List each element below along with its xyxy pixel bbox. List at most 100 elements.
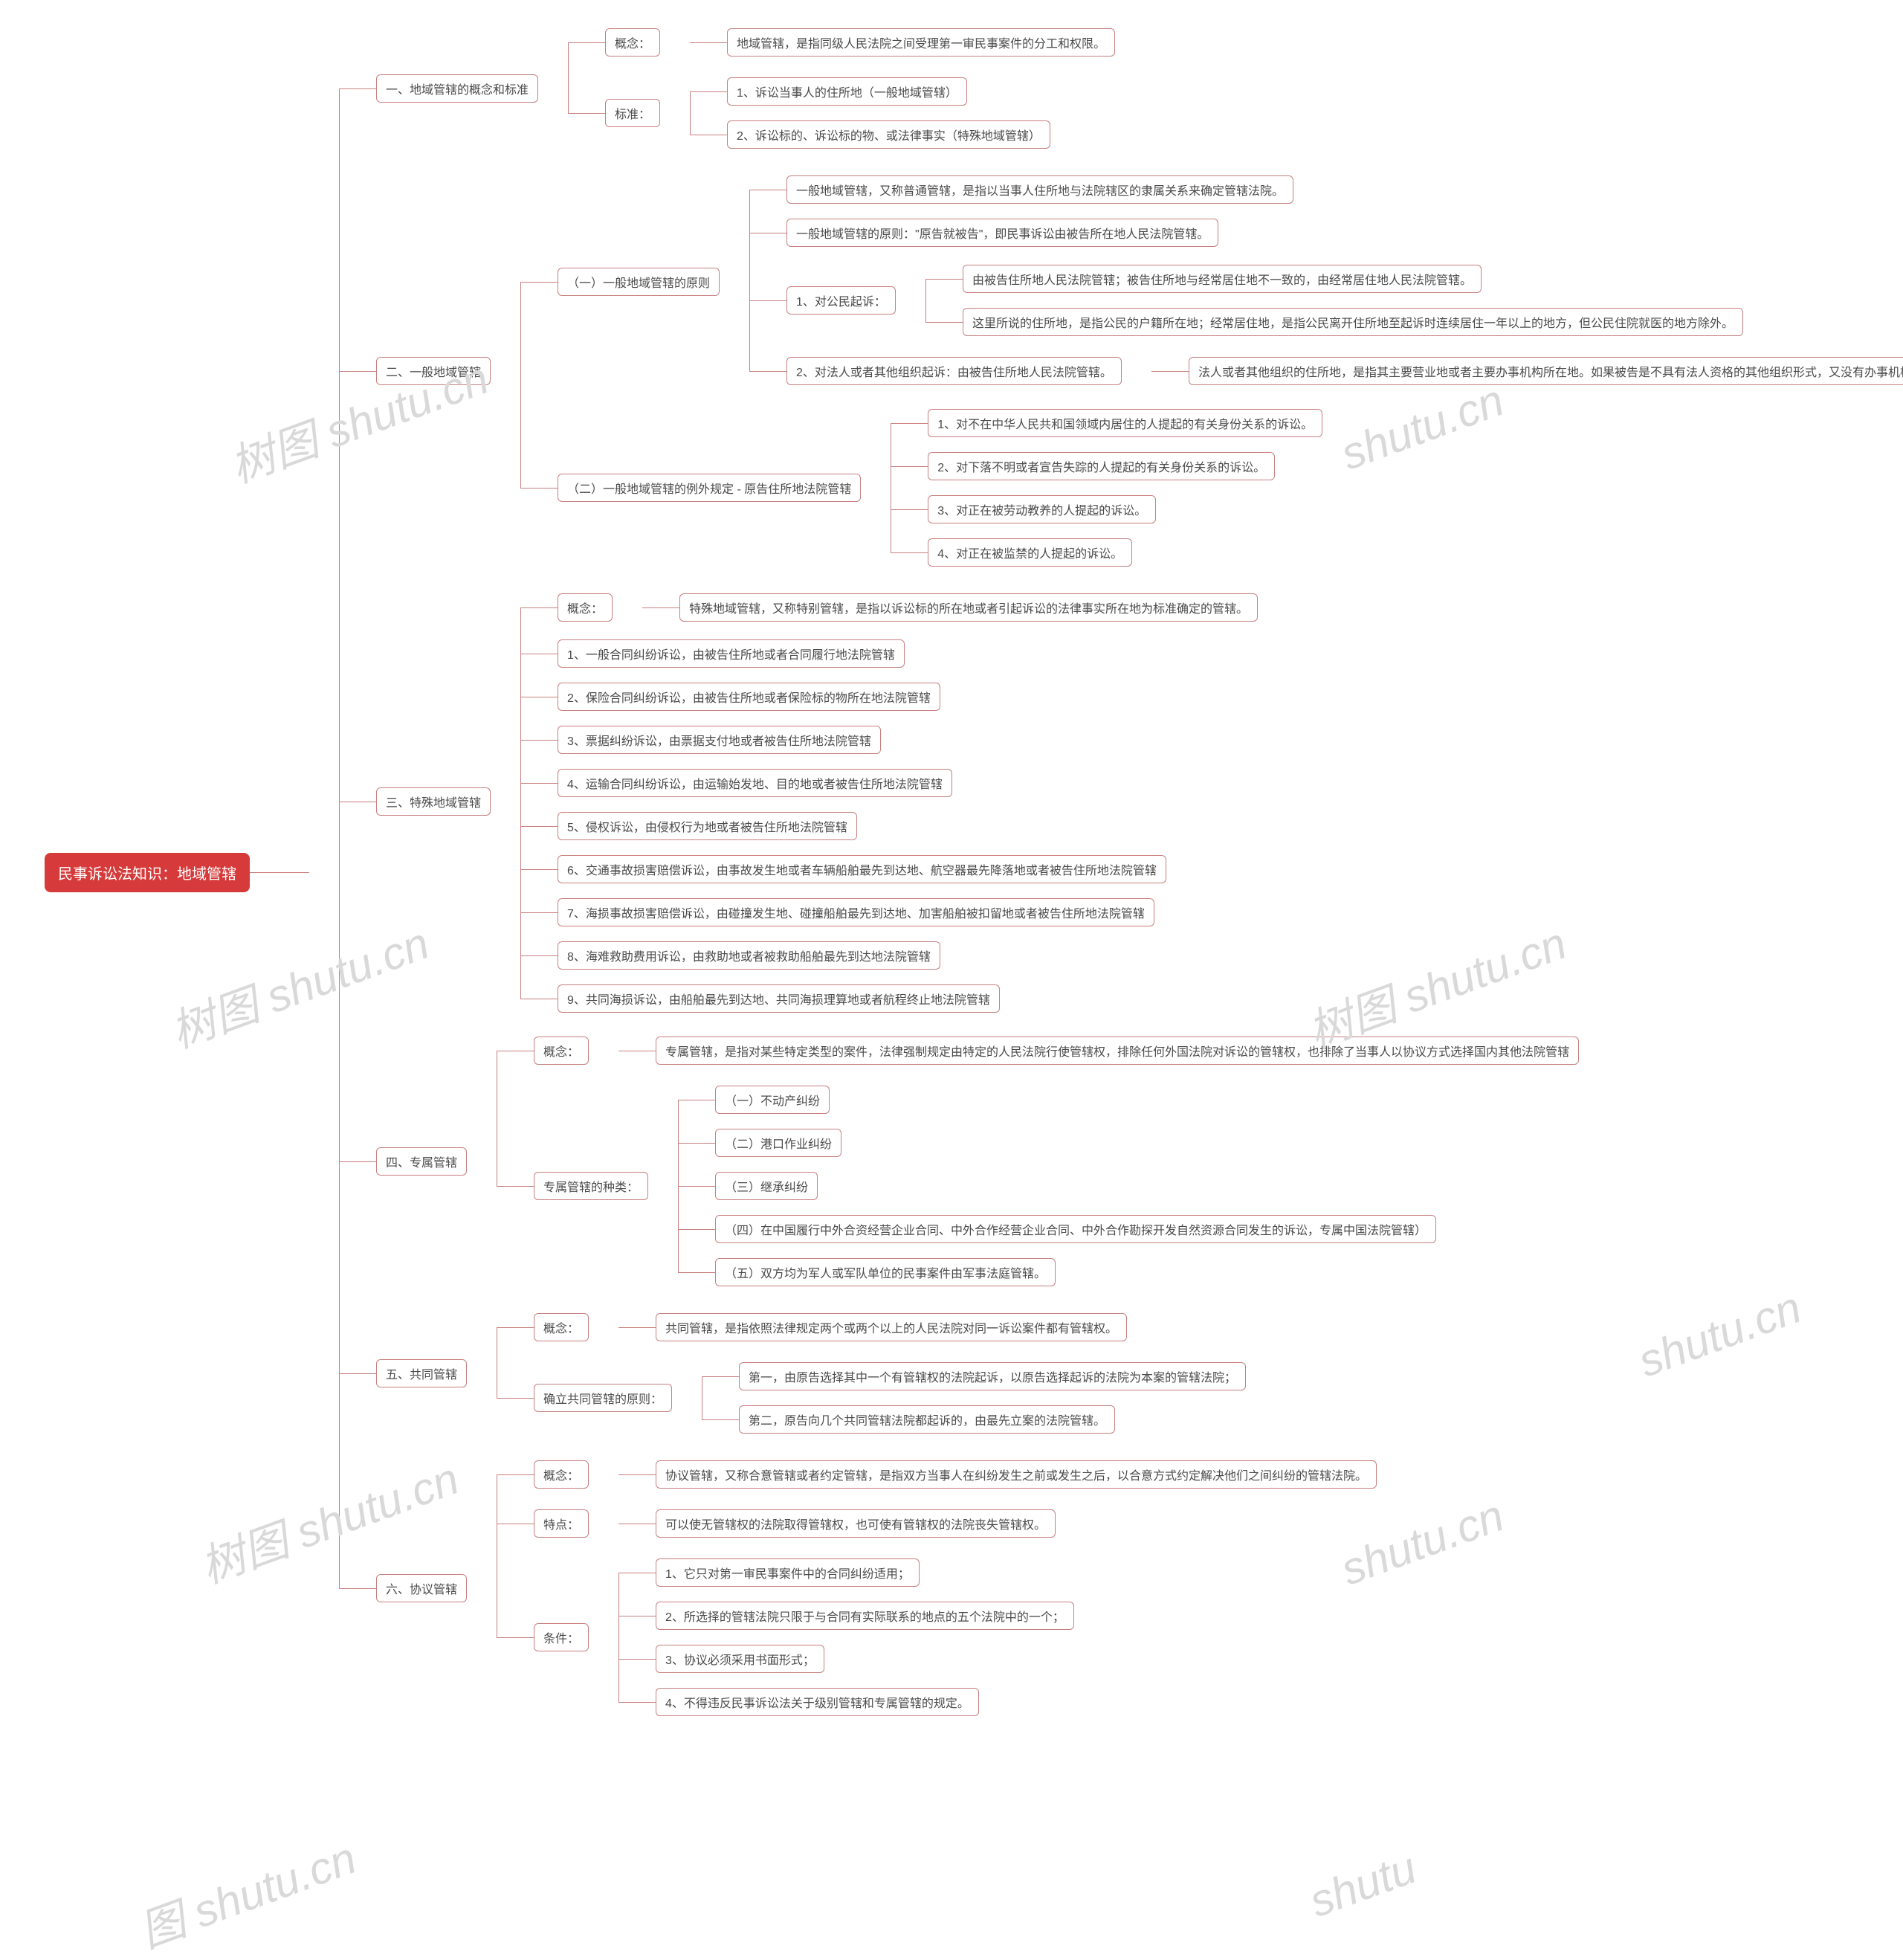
- tree-row: 六、协议管辖概念：协议管辖，又称合意管辖或者约定管辖，是指双方当事人在纠纷发生之…: [376, 1450, 1377, 1727]
- tree-node: 可以使无管辖权的法院取得管辖权，也可使有管辖权的法院丧失管辖权。: [656, 1509, 1056, 1538]
- tree-item: 一、地域管辖的概念和标准概念：地域管辖，是指同级人民法院之间受理第一审民事案件的…: [339, 15, 1903, 162]
- tree-row: 地域管辖，是指同级人民法院之间受理第一审民事案件的分工和权限。: [727, 24, 1115, 61]
- tree-node: 二、一般地域管辖: [376, 357, 491, 385]
- tree-row: 2、对法人或者其他组织起诉：由被告住所地人民法院管辖。法人或者其他组织的住所地，…: [786, 349, 1903, 393]
- tree-item: 一般地域管辖，又称普通管辖，是指以当事人住所地与法院辖区的隶属关系来确定管辖法院…: [749, 168, 1903, 211]
- tree-children: 一般地域管辖，又称普通管辖，是指以当事人住所地与法院辖区的隶属关系来确定管辖法院…: [720, 168, 1903, 396]
- tree-item: 3、票据纠纷诉讼，由票据支付地或者被告住所地法院管辖: [520, 718, 1258, 761]
- tree-item: （五）双方均为军人或军队单位的民事案件由军事法庭管辖。: [678, 1251, 1436, 1294]
- root-connector: [250, 872, 309, 873]
- tree-row: 特殊地域管辖，又称特别管辖，是指以诉讼标的所在地或者引起诉讼的法律事实所在地为标…: [679, 589, 1258, 626]
- tree-node: （一）一般地域管辖的原则: [558, 268, 720, 296]
- tree-row: 1、对公民起诉：由被告住所地人民法院管辖；被告住所地与经常居住地不一致的，由经常…: [786, 257, 1743, 344]
- tree-node: 第一，由原告选择其中一个有管辖权的法院起诉，以原告选择起诉的法院为本案的管辖法院…: [739, 1362, 1246, 1390]
- tree-item: 专属管辖的种类：（一）不动产纠纷（二）港口作业纠纷（三）继承纠纷（四）在中国履行…: [497, 1075, 1579, 1297]
- tree-row: 2、所选择的管辖法院只限于与合同有实际联系的地点的五个法院中的一个；: [656, 1597, 1074, 1634]
- tree-item: 6、交通事故损害赔偿诉讼，由事故发生地或者车辆船舶最先到达地、航空器最先降落地或…: [520, 848, 1258, 891]
- tree-item: 概念： 地域管辖，是指同级人民法院之间受理第一审民事案件的分工和权限。: [568, 18, 1115, 67]
- tree-children: 共同管辖，是指依照法律规定两个或两个以上的人民法院对同一诉讼案件都有管辖权。: [589, 1306, 1127, 1349]
- tree-node: （一）不动产纠纷: [715, 1086, 830, 1114]
- tree-item: （一）一般地域管辖的原则 一般地域管辖，又称普通管辖，是指以当事人住所地与法院辖区…: [520, 165, 1903, 399]
- tree-item: 1、它只对第一审民事案件中的合同纠纷适用；: [618, 1551, 1074, 1594]
- tree-row: 1、它只对第一审民事案件中的合同纠纷适用；: [656, 1554, 920, 1591]
- tree-row: 概念：特殊地域管辖，又称特别管辖，是指以诉讼标的所在地或者引起诉讼的法律事实所在…: [558, 586, 1258, 629]
- tree-row: 4、不得违反民事诉讼法关于级别管辖和专属管辖的规定。: [656, 1683, 979, 1721]
- tree-item: 二、一般地域管辖 （一）一般地域管辖的原则 一般地域管辖，又称普通管辖，是指以当事人…: [339, 162, 1903, 580]
- tree-row: （二）港口作业纠纷: [715, 1124, 841, 1161]
- tree-item: 六、协议管辖概念：协议管辖，又称合意管辖或者约定管辖，是指双方当事人在纠纷发生之…: [339, 1447, 1903, 1729]
- tree-node: （二）一般地域管辖的例外规定 - 原告住所地法院管辖: [558, 474, 861, 502]
- tree-node: 第二，原告向几个共同管辖法院都起诉的，由最先立案的法院管辖。: [739, 1405, 1115, 1434]
- tree-item: 协议管辖，又称合意管辖或者约定管辖，是指双方当事人在纠纷发生之前或发生之后，以合…: [618, 1453, 1377, 1496]
- tree-node: 一般地域管辖，又称普通管辖，是指以当事人住所地与法院辖区的隶属关系来确定管辖法院…: [786, 175, 1293, 204]
- tree-item: 4、运输合同纠纷诉讼，由运输始发地、目的地或者被告住所地法院管辖: [520, 761, 1258, 805]
- tree-node: 4、不得违反民事诉讼法关于级别管辖和专属管辖的规定。: [656, 1688, 979, 1716]
- tree-children: （一）一般地域管辖的原则 一般地域管辖，又称普通管辖，是指以当事人住所地与法院辖区…: [491, 165, 1903, 577]
- tree-item: 2、对法人或者其他组织起诉：由被告住所地人民法院管辖。法人或者其他组织的住所地，…: [749, 346, 1903, 396]
- tree-item: 3、协议必须采用书面形式；: [618, 1637, 1074, 1680]
- tree-item: 4、对正在被监禁的人提起的诉讼。: [891, 531, 1322, 574]
- tree-row: 3、协议必须采用书面形式；: [656, 1640, 824, 1677]
- tree-row: （一）一般地域管辖的原则 一般地域管辖，又称普通管辖，是指以当事人住所地与法院辖区…: [558, 168, 1903, 396]
- tree-item: 9、共同海损诉讼，由船舶最先到达地、共同海损理算地或者航程终止地法院管辖: [520, 977, 1258, 1020]
- tree-root: 一、地域管辖的概念和标准概念：地域管辖，是指同级人民法院之间受理第一审民事案件的…: [309, 15, 1903, 1729]
- tree-item: 条件： 1、它只对第一审民事案件中的合同纠纷适用； 2、所选择的管辖法院只限于与合同…: [497, 1548, 1377, 1727]
- tree-item: 标准： 1、诉讼当事人的住所地（一般地域管辖） 2、诉讼标的、诉讼标的物、或法律事实…: [568, 67, 1115, 159]
- tree-item: 一般地域管辖的原则："原告就被告"，即民事诉讼由被告所在地人民法院管辖。: [749, 211, 1903, 254]
- tree-node: 条件：: [534, 1623, 589, 1651]
- tree-node: 标准：: [605, 99, 660, 127]
- tree-node: 2、保险合同纠纷诉讼，由被告住所地或者保险标的物所在地法院管辖: [558, 683, 940, 711]
- tree-row: 3、票据纠纷诉讼，由票据支付地或者被告住所地法院管辖: [558, 721, 881, 758]
- tree-node: 一般地域管辖的原则："原告就被告"，即民事诉讼由被告所在地人民法院管辖。: [786, 219, 1218, 247]
- tree-row: 1、诉讼当事人的住所地（一般地域管辖）: [727, 73, 967, 110]
- tree-node: 特点：: [534, 1509, 589, 1538]
- tree-children: （一）不动产纠纷 （二）港口作业纠纷 （三）继承纠纷 （四）在中国履行中外合资经营企业…: [648, 1078, 1436, 1294]
- tree-node: 2、诉讼标的、诉讼标的物、或法律事实（特殊地域管辖）: [727, 120, 1050, 149]
- tree-node: 8、海难救助费用诉讼，由救助地或者被救助船舶最先到达地法院管辖: [558, 941, 940, 970]
- tree-node: 三、特殊地域管辖: [376, 787, 491, 816]
- tree-node: 7、海损事故损害赔偿诉讼，由碰撞发生地、碰撞船舶最先到达地、加害船舶被扣留地或者…: [558, 898, 1154, 926]
- tree-row: 1、一般合同纠纷诉讼，由被告住所地或者合同履行地法院管辖: [558, 635, 905, 672]
- root-node: 民事诉讼法知识：地域管辖: [45, 853, 250, 892]
- tree-node: （四）在中国履行中外合资经营企业合同、中外合作经营企业合同、中外合作勘探开发自然…: [715, 1215, 1436, 1243]
- tree-children: 特殊地域管辖，又称特别管辖，是指以诉讼标的所在地或者引起诉讼的法律事实所在地为标…: [613, 586, 1258, 629]
- tree-children: 地域管辖，是指同级人民法院之间受理第一审民事案件的分工和权限。: [660, 21, 1115, 64]
- tree-node: 1、它只对第一审民事案件中的合同纠纷适用；: [656, 1558, 920, 1587]
- tree-row: 一般地域管辖，又称普通管辖，是指以当事人住所地与法院辖区的隶属关系来确定管辖法院…: [786, 171, 1293, 208]
- tree-item: 特殊地域管辖，又称特别管辖，是指以诉讼标的所在地或者引起诉讼的法律事实所在地为标…: [642, 586, 1258, 629]
- tree-node: 概念：: [605, 28, 660, 57]
- tree-node: 6、交通事故损害赔偿诉讼，由事故发生地或者车辆船舶最先到达地、航空器最先降落地或…: [558, 855, 1166, 883]
- tree-item: 专属管辖，是指对某些特定类型的案件，法律强制规定由特定的人民法院行使管辖权，排除…: [618, 1029, 1579, 1072]
- tree-node: 协议管辖，又称合意管辖或者约定管辖，是指双方当事人在纠纷发生之前或发生之后，以合…: [656, 1460, 1377, 1489]
- tree-children: 概念： 地域管辖，是指同级人民法院之间受理第一审民事案件的分工和权限。标准： 1、诉…: [538, 18, 1115, 159]
- tree-node: 1、诉讼当事人的住所地（一般地域管辖）: [727, 77, 967, 106]
- tree-row: （五）双方均为军人或军队单位的民事案件由军事法庭管辖。: [715, 1254, 1056, 1291]
- tree-row: 一般地域管辖的原则："原告就被告"，即民事诉讼由被告所在地人民法院管辖。: [786, 214, 1218, 251]
- tree-row: 6、交通事故损害赔偿诉讼，由事故发生地或者车辆船舶最先到达地、航空器最先降落地或…: [558, 851, 1166, 888]
- tree-item: 概念：特殊地域管辖，又称特别管辖，是指以诉讼标的所在地或者引起诉讼的法律事实所在…: [520, 583, 1258, 632]
- tree-item: 概念： 协议管辖，又称合意管辖或者约定管辖，是指双方当事人在纠纷发生之前或发生之后…: [497, 1450, 1377, 1499]
- tree-node: （二）港口作业纠纷: [715, 1129, 841, 1157]
- tree-node: 概念：: [534, 1460, 589, 1489]
- tree-node: 4、运输合同纠纷诉讼，由运输始发地、目的地或者被告住所地法院管辖: [558, 769, 952, 797]
- tree-children: 法人或者其他组织的住所地，是指其主要营业地或者主要办事机构所在地。如果被告是不具…: [1122, 349, 1903, 393]
- tree-row: 四、专属管辖概念：专属管辖，是指对某些特定类型的案件，法律强制规定由特定的人民法…: [376, 1026, 1579, 1297]
- tree-item: 特点： 可以使无管辖权的法院取得管辖权，也可使有管辖权的法院丧失管辖权。: [497, 1499, 1377, 1548]
- tree-item: 3、对正在被劳动教养的人提起的诉讼。: [891, 488, 1322, 531]
- tree-row: 协议管辖，又称合意管辖或者约定管辖，是指双方当事人在纠纷发生之前或发生之后，以合…: [656, 1456, 1377, 1493]
- tree-row: 3、对正在被劳动教养的人提起的诉讼。: [928, 491, 1156, 528]
- tree-item: 2、诉讼标的、诉讼标的物、或法律事实（特殊地域管辖）: [690, 113, 1050, 156]
- tree-children: 概念： 协议管辖，又称合意管辖或者约定管辖，是指双方当事人在纠纷发生之前或发生之后…: [467, 1450, 1377, 1727]
- tree-row: 9、共同海损诉讼，由船舶最先到达地、共同海损理算地或者航程终止地法院管辖: [558, 980, 1000, 1017]
- tree-item: 2、对下落不明或者宣告失踪的人提起的有关身份关系的诉讼。: [891, 445, 1322, 488]
- tree-node: 这里所说的住所地，是指公民的户籍所在地；经常居住地，是指公民离开住所地至起诉时连…: [963, 308, 1743, 336]
- tree-item: （三）继承纠纷: [678, 1164, 1436, 1208]
- tree-row: 共同管辖，是指依照法律规定两个或两个以上的人民法院对同一诉讼案件都有管辖权。: [656, 1309, 1127, 1346]
- tree-node: 2、对下落不明或者宣告失踪的人提起的有关身份关系的诉讼。: [928, 452, 1275, 480]
- tree-node: 法人或者其他组织的住所地，是指其主要营业地或者主要办事机构所在地。如果被告是不具…: [1189, 357, 1903, 385]
- tree-node: 概念：: [534, 1313, 589, 1341]
- tree-row: 由被告住所地人民法院管辖；被告住所地与经常居住地不一致的，由经常居住地人民法院管…: [963, 260, 1482, 297]
- tree-item: 第一，由原告选择其中一个有管辖权的法院起诉，以原告选择起诉的法院为本案的管辖法院…: [702, 1355, 1246, 1398]
- tree-row: 概念： 共同管辖，是指依照法律规定两个或两个以上的人民法院对同一诉讼案件都有管辖权…: [534, 1306, 1127, 1349]
- tree-row: 第二，原告向几个共同管辖法院都起诉的，由最先立案的法院管辖。: [739, 1401, 1115, 1438]
